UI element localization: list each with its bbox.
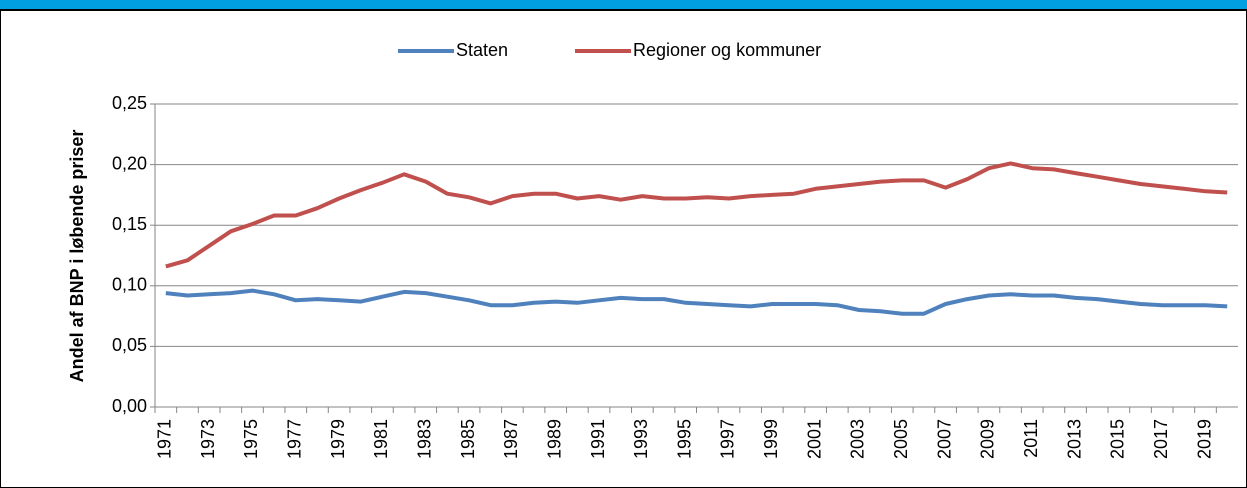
x-tick-label: 1973 [198, 419, 218, 459]
x-tick-label: 1985 [458, 419, 478, 459]
x-tick-label: 2009 [978, 419, 998, 459]
x-tick-label: 1987 [501, 419, 521, 459]
x-tick-label: 1981 [371, 419, 391, 459]
x-tick-label: 2001 [804, 419, 824, 459]
x-tick-label: 1991 [588, 419, 608, 459]
x-tick-label: 2003 [848, 419, 868, 459]
x-tick-label: 2013 [1064, 419, 1084, 459]
series-line [165, 161, 1228, 269]
header-bar [0, 0, 1247, 10]
legend-label: Staten [456, 40, 508, 60]
x-tick-label: 1997 [718, 419, 738, 459]
x-tick-label: 2007 [934, 419, 954, 459]
x-tick-label: 1979 [328, 419, 348, 459]
x-tick-label: 1975 [241, 419, 261, 459]
x-tick-label: 1995 [674, 419, 694, 459]
y-tick-label: 0,10 [112, 275, 147, 295]
x-tick-label: 2019 [1194, 419, 1214, 459]
series-line [165, 288, 1228, 316]
x-tick-label: 1993 [631, 419, 651, 459]
y-axis-title: Andel af BNP i løbende priser [67, 130, 87, 383]
x-tick-label: 1989 [544, 419, 564, 459]
x-tick-label: 2005 [891, 419, 911, 459]
x-tick-label: 2011 [1021, 419, 1041, 458]
legend-label: Regioner og kommuner [633, 40, 821, 60]
y-tick-label: 0,00 [112, 396, 147, 416]
x-tick-label: 1999 [761, 419, 781, 459]
y-tick-label: 0,15 [112, 214, 147, 234]
x-tick-label: 2015 [1108, 419, 1128, 459]
y-tick-label: 0,25 [112, 93, 147, 113]
x-tick-label: 2017 [1151, 419, 1171, 459]
y-tick-label: 0,05 [112, 335, 147, 355]
x-tick-label: 1983 [415, 419, 435, 459]
y-tick-label: 0,20 [112, 153, 147, 173]
x-tick-label: 1977 [285, 419, 305, 459]
x-tick-label: 1971 [155, 419, 175, 459]
